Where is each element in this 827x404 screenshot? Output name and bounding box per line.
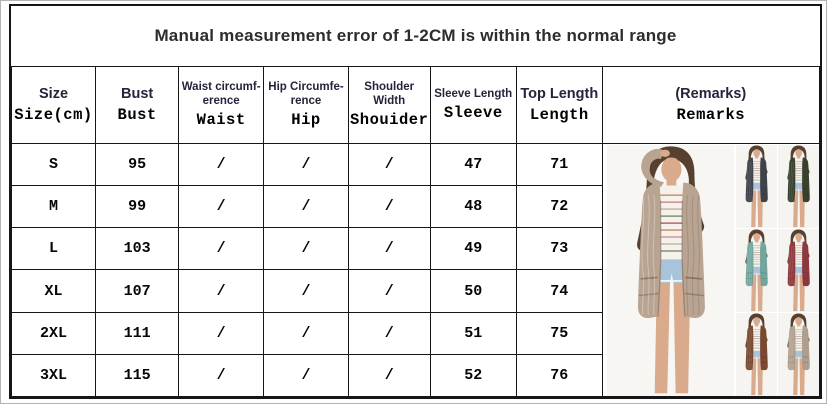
cardigan-figure-variant-6 (787, 313, 810, 396)
value-cell: / (178, 227, 265, 271)
size-row-2xl: 2XL 111///51 75 (10, 311, 820, 355)
column-header-length: Top Length Length (515, 66, 603, 144)
value-cell: 49 (429, 227, 517, 271)
cardigan-figure-variant-4 (787, 229, 810, 312)
value-cell: / (347, 227, 431, 271)
value-cell: / (178, 311, 265, 355)
value-cell: 76 (515, 353, 603, 398)
column-header-remarks: (Remarks) Remarks (601, 66, 821, 144)
product-photo-variant-1 (736, 145, 778, 228)
value-cell: 50 (429, 269, 517, 313)
product-photo-variant-2 (778, 145, 819, 228)
size-table: Size Size(cm) Bust Bust Waist circumf- erenc… (10, 66, 821, 398)
value-cell: / (263, 227, 349, 271)
column-header-size-cm: Size Size(cm) (10, 66, 97, 144)
column-header-bust: Bust Bust (95, 66, 180, 144)
column-header-hip: Hip Circumfe- rence Hip (263, 66, 349, 144)
size-cell: XL (10, 269, 97, 313)
column-label: Bust (121, 86, 154, 103)
column-sublabel: Sleeve (443, 103, 503, 122)
value-cell: / (178, 353, 265, 398)
value-cell: / (263, 353, 349, 398)
column-label: Sleeve Length (434, 88, 513, 101)
value-cell: 72 (515, 185, 603, 229)
value-cell: 51 (429, 311, 517, 355)
value-cell: 47 (429, 142, 517, 187)
column-sublabel: Bust (117, 105, 157, 124)
column-sublabel: Remarks (676, 105, 746, 124)
table-body: S 95///47 71 (10, 142, 821, 398)
remarks-cell (601, 143, 821, 397)
value-cell: 95 (95, 142, 180, 187)
value-cell: / (263, 142, 349, 187)
column-label: Shoulder Width (364, 81, 415, 107)
value-cell: 52 (429, 353, 517, 398)
banner-text: Manual measurement error of 1-2CM is wit… (154, 26, 677, 45)
size-row-xl: XL 107///50 74 (10, 269, 820, 313)
value-cell: 99 (95, 185, 180, 229)
column-sublabel: Shouider (349, 110, 429, 129)
size-row-3xl: 3XL 115///52 76 (10, 353, 820, 398)
cardigan-figure-variant-1 (745, 145, 768, 228)
product-photo-collage (602, 144, 819, 396)
value-cell: 75 (515, 311, 603, 355)
size-cell: M (10, 185, 97, 229)
size-cell: S (10, 142, 97, 187)
column-sublabel: Length (529, 105, 589, 124)
column-header-shouider: Shoulder Width Shouider (347, 66, 431, 144)
banner-note: Manual measurement error of 1-2CM is wit… (11, 6, 820, 66)
size-row-m: M 99///48 72 (10, 185, 820, 229)
value-cell: 103 (95, 227, 180, 271)
cardigan-figure-main (636, 146, 705, 394)
value-cell: / (263, 269, 349, 313)
column-sublabel: Size(cm) (14, 105, 93, 124)
product-photo-main (606, 145, 735, 396)
header-row: Size Size(cm) Bust Bust Waist circumf- erenc… (10, 66, 821, 144)
value-cell: / (347, 311, 431, 355)
product-photo-variant-3 (736, 229, 778, 312)
value-cell: / (178, 142, 265, 187)
column-label: (Remarks) (675, 86, 747, 103)
value-cell: 74 (515, 269, 603, 313)
value-cell: / (263, 311, 349, 355)
column-sublabel: Waist (196, 110, 246, 129)
column-sublabel: Hip (291, 110, 321, 129)
value-cell: / (178, 185, 265, 229)
column-label: Top Length (520, 86, 599, 103)
product-photo-variant-4 (778, 229, 819, 312)
product-photo-variant-5 (736, 313, 778, 396)
value-cell: 115 (95, 353, 180, 398)
cardigan-figure-variant-3 (745, 229, 768, 312)
cardigan-figure-variant-5 (745, 313, 768, 396)
value-cell: / (347, 353, 431, 398)
size-cell: 3XL (10, 353, 97, 398)
product-photo-variant-6 (778, 313, 819, 396)
cardigan-figure-variant-2 (787, 145, 810, 228)
chart-frame: Manual measurement error of 1-2CM is wit… (9, 4, 822, 399)
value-cell: / (347, 269, 431, 313)
size-row-s: S 95///47 71 (10, 142, 821, 397)
value-cell: / (263, 185, 349, 229)
size-row-l: L 103///49 73 (10, 227, 820, 271)
column-label: Waist circumf- erence (181, 81, 261, 107)
value-cell: / (347, 185, 431, 229)
column-label: Hip Circumfe- rence (268, 81, 344, 107)
value-cell: 73 (515, 227, 603, 271)
value-cell: 48 (429, 185, 517, 229)
size-cell: 2XL (10, 311, 97, 355)
color-variant-grid (736, 145, 819, 396)
value-cell: / (347, 142, 431, 187)
value-cell: / (178, 269, 265, 313)
column-label: Size (39, 86, 69, 103)
value-cell: 111 (95, 311, 180, 355)
value-cell: 71 (515, 142, 603, 187)
size-cell: L (10, 227, 97, 271)
column-header-sleeve: Sleeve Length Sleeve (429, 66, 517, 144)
column-header-waist: Waist circumf- erence Waist (178, 66, 265, 144)
value-cell: 107 (95, 269, 180, 313)
